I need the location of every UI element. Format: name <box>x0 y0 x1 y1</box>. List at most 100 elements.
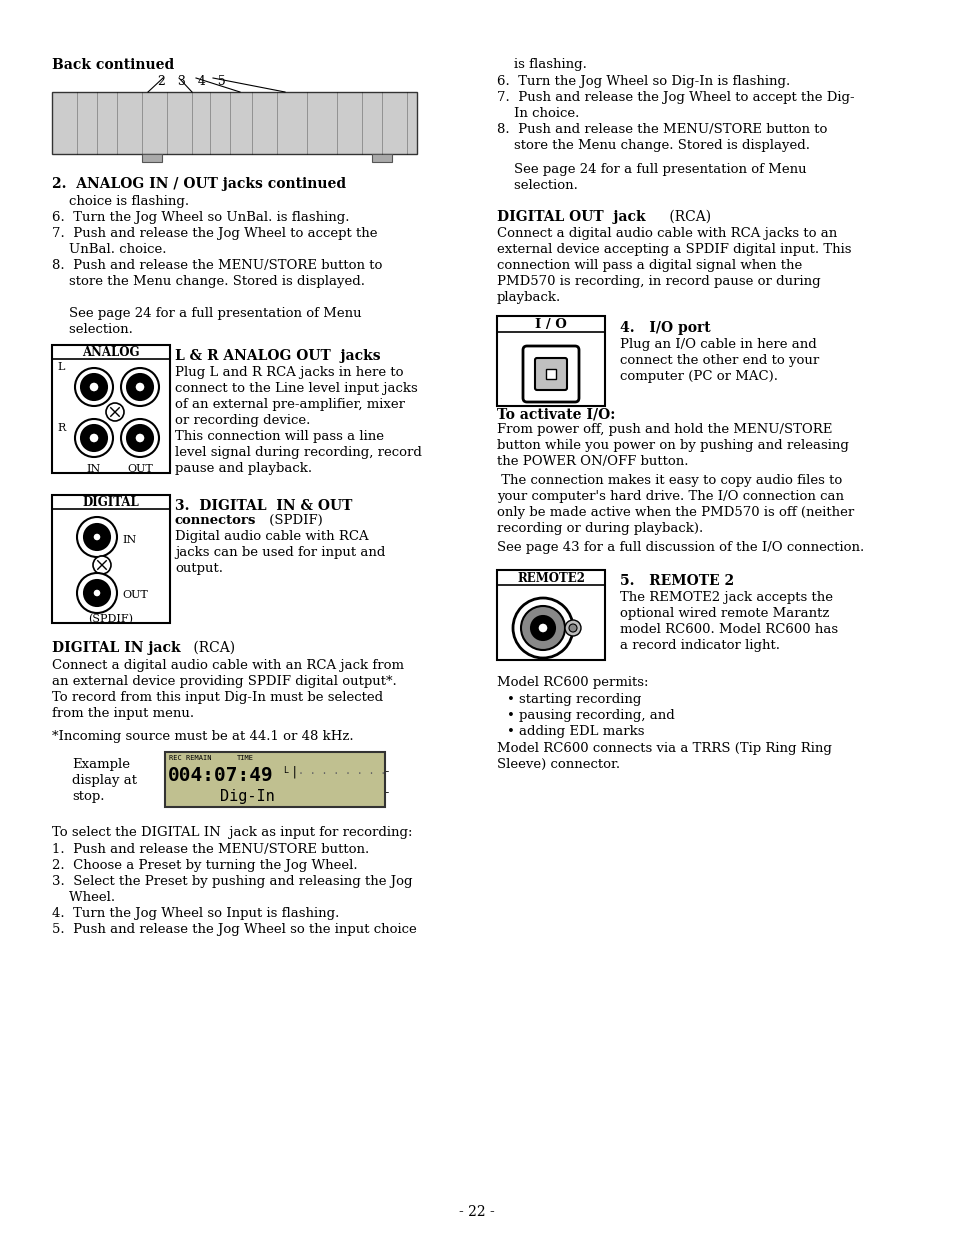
Text: (RCA): (RCA) <box>664 210 710 224</box>
Text: IN: IN <box>87 464 101 474</box>
Circle shape <box>135 382 145 391</box>
Text: 2.  ANALOG IN / OUT jacks continued: 2. ANALOG IN / OUT jacks continued <box>52 177 346 191</box>
Text: •: • <box>506 693 515 706</box>
Circle shape <box>121 368 159 406</box>
Text: See page 43 for a full discussion of the I/O connection.: See page 43 for a full discussion of the… <box>497 541 863 555</box>
Text: To record from this input Dig-In must be selected: To record from this input Dig-In must be… <box>52 692 383 704</box>
Text: 8.  Push and release the MENU/STORE button to: 8. Push and release the MENU/STORE butto… <box>52 259 382 272</box>
Text: connectors: connectors <box>174 514 256 527</box>
Text: playback.: playback. <box>497 291 560 304</box>
Circle shape <box>127 374 152 400</box>
Text: 4.  Turn the Jog Wheel so Input is flashing.: 4. Turn the Jog Wheel so Input is flashi… <box>52 906 339 920</box>
Text: The REMOTE2 jack accepts the: The REMOTE2 jack accepts the <box>619 592 832 604</box>
Text: model RC600. Model RC600 has: model RC600. Model RC600 has <box>619 622 838 636</box>
Text: optional wired remote Marantz: optional wired remote Marantz <box>619 606 828 620</box>
Text: adding EDL marks: adding EDL marks <box>518 725 644 739</box>
Text: I / O: I / O <box>535 317 566 331</box>
Text: Plug an I/O cable in here and: Plug an I/O cable in here and <box>619 338 816 351</box>
Text: is flashing.: is flashing. <box>497 58 586 70</box>
Text: recording or during playback).: recording or during playback). <box>497 522 702 535</box>
Text: DIGITAL OUT  jack: DIGITAL OUT jack <box>497 210 645 224</box>
Text: store the Menu change. Stored is displayed.: store the Menu change. Stored is display… <box>52 275 365 288</box>
Text: OUT: OUT <box>122 590 148 600</box>
Text: •: • <box>506 709 515 722</box>
Text: Connect a digital audio cable with RCA jacks to an: Connect a digital audio cable with RCA j… <box>497 227 837 240</box>
Text: This connection will pass a line: This connection will pass a line <box>174 430 384 443</box>
Text: computer (PC or MAC).: computer (PC or MAC). <box>619 370 778 383</box>
Circle shape <box>92 534 101 541</box>
Circle shape <box>520 606 564 650</box>
Text: 6.  Turn the Jog Wheel so Dig-In is flashing.: 6. Turn the Jog Wheel so Dig-In is flash… <box>497 75 789 88</box>
Text: starting recording: starting recording <box>518 693 640 706</box>
Text: IN: IN <box>122 535 136 545</box>
Bar <box>545 369 556 379</box>
Text: the POWER ON/OFF button.: the POWER ON/OFF button. <box>497 454 688 468</box>
Text: L & R ANALOG OUT  jacks: L & R ANALOG OUT jacks <box>174 350 380 363</box>
Text: - 22 -: - 22 - <box>458 1205 495 1219</box>
Text: 004:07:49: 004:07:49 <box>168 766 274 785</box>
Text: selection.: selection. <box>497 179 578 191</box>
Text: store the Menu change. Stored is displayed.: store the Menu change. Stored is display… <box>497 140 809 152</box>
Circle shape <box>121 419 159 457</box>
Bar <box>165 752 385 806</box>
Text: external device accepting a SPDIF digital input. This: external device accepting a SPDIF digita… <box>497 243 851 256</box>
Bar <box>52 345 170 473</box>
Text: (RCA): (RCA) <box>189 641 234 655</box>
Text: Model RC600 permits:: Model RC600 permits: <box>497 676 648 689</box>
Text: -: - <box>382 787 390 797</box>
Text: UnBal. choice.: UnBal. choice. <box>52 243 167 256</box>
Text: DIGITAL: DIGITAL <box>83 496 139 509</box>
Text: Sleeve) connector.: Sleeve) connector. <box>497 758 619 771</box>
Text: REC REMAIN: REC REMAIN <box>169 755 212 761</box>
Bar <box>142 154 162 162</box>
Text: From power off, push and hold the MENU/STORE: From power off, push and hold the MENU/S… <box>497 424 832 436</box>
Text: 8.  Push and release the MENU/STORE button to: 8. Push and release the MENU/STORE butto… <box>497 124 826 136</box>
Circle shape <box>92 556 111 574</box>
Text: button while you power on by pushing and releasing: button while you power on by pushing and… <box>497 438 848 452</box>
Circle shape <box>568 624 577 632</box>
Circle shape <box>77 517 117 557</box>
FancyBboxPatch shape <box>522 346 578 403</box>
Circle shape <box>89 382 99 391</box>
Text: 6.  Turn the Jog Wheel so UnBal. is flashing.: 6. Turn the Jog Wheel so UnBal. is flash… <box>52 211 349 224</box>
Text: Model RC600 connects via a TRRS (Tip Ring Ring: Model RC600 connects via a TRRS (Tip Rin… <box>497 742 831 755</box>
Circle shape <box>77 573 117 613</box>
Text: an external device providing SPDIF digital output*.: an external device providing SPDIF digit… <box>52 676 396 688</box>
Text: 7.  Push and release the Jog Wheel to accept the: 7. Push and release the Jog Wheel to acc… <box>52 227 377 240</box>
Text: See page 24 for a full presentation of Menu: See page 24 for a full presentation of M… <box>52 308 361 320</box>
Text: Digital audio cable with RCA: Digital audio cable with RCA <box>174 530 368 543</box>
Circle shape <box>513 598 573 658</box>
Bar <box>52 91 416 154</box>
Circle shape <box>81 425 107 451</box>
Text: Example: Example <box>71 758 130 771</box>
Text: 3.  DIGITAL  IN & OUT: 3. DIGITAL IN & OUT <box>174 499 352 513</box>
Circle shape <box>127 425 152 451</box>
Circle shape <box>92 589 101 597</box>
Text: To select the DIGITAL IN  jack as input for recording:: To select the DIGITAL IN jack as input f… <box>52 826 412 839</box>
Bar <box>497 571 604 659</box>
Text: ANALOG: ANALOG <box>82 346 139 359</box>
Circle shape <box>84 524 110 550</box>
Circle shape <box>537 622 547 634</box>
Circle shape <box>84 580 110 606</box>
Text: 2.  Choose a Preset by turning the Jog Wheel.: 2. Choose a Preset by turning the Jog Wh… <box>52 860 357 872</box>
Text: stop.: stop. <box>71 790 105 803</box>
FancyBboxPatch shape <box>535 358 566 390</box>
Text: Wheel.: Wheel. <box>52 890 115 904</box>
Text: connect the other end to your: connect the other end to your <box>619 354 819 367</box>
Text: Connect a digital audio cable with an RCA jack from: Connect a digital audio cable with an RC… <box>52 659 403 672</box>
Text: 5.   REMOTE 2: 5. REMOTE 2 <box>619 574 734 588</box>
Circle shape <box>135 433 145 443</box>
Bar <box>52 495 170 622</box>
Text: a record indicator light.: a record indicator light. <box>619 638 780 652</box>
Text: of an external pre-amplifier, mixer: of an external pre-amplifier, mixer <box>174 398 405 411</box>
Circle shape <box>106 403 124 421</box>
Text: 3.  Select the Preset by pushing and releasing the Jog: 3. Select the Preset by pushing and rele… <box>52 876 412 888</box>
Text: connection will pass a digital signal when the: connection will pass a digital signal wh… <box>497 259 801 272</box>
Text: or recording device.: or recording device. <box>174 414 310 427</box>
Text: 7.  Push and release the Jog Wheel to accept the Dig-: 7. Push and release the Jog Wheel to acc… <box>497 91 854 104</box>
Text: PMD570 is recording, in record pause or during: PMD570 is recording, in record pause or … <box>497 275 820 288</box>
Text: output.: output. <box>174 562 223 576</box>
Text: |: | <box>291 766 298 779</box>
Text: selection.: selection. <box>52 324 132 336</box>
